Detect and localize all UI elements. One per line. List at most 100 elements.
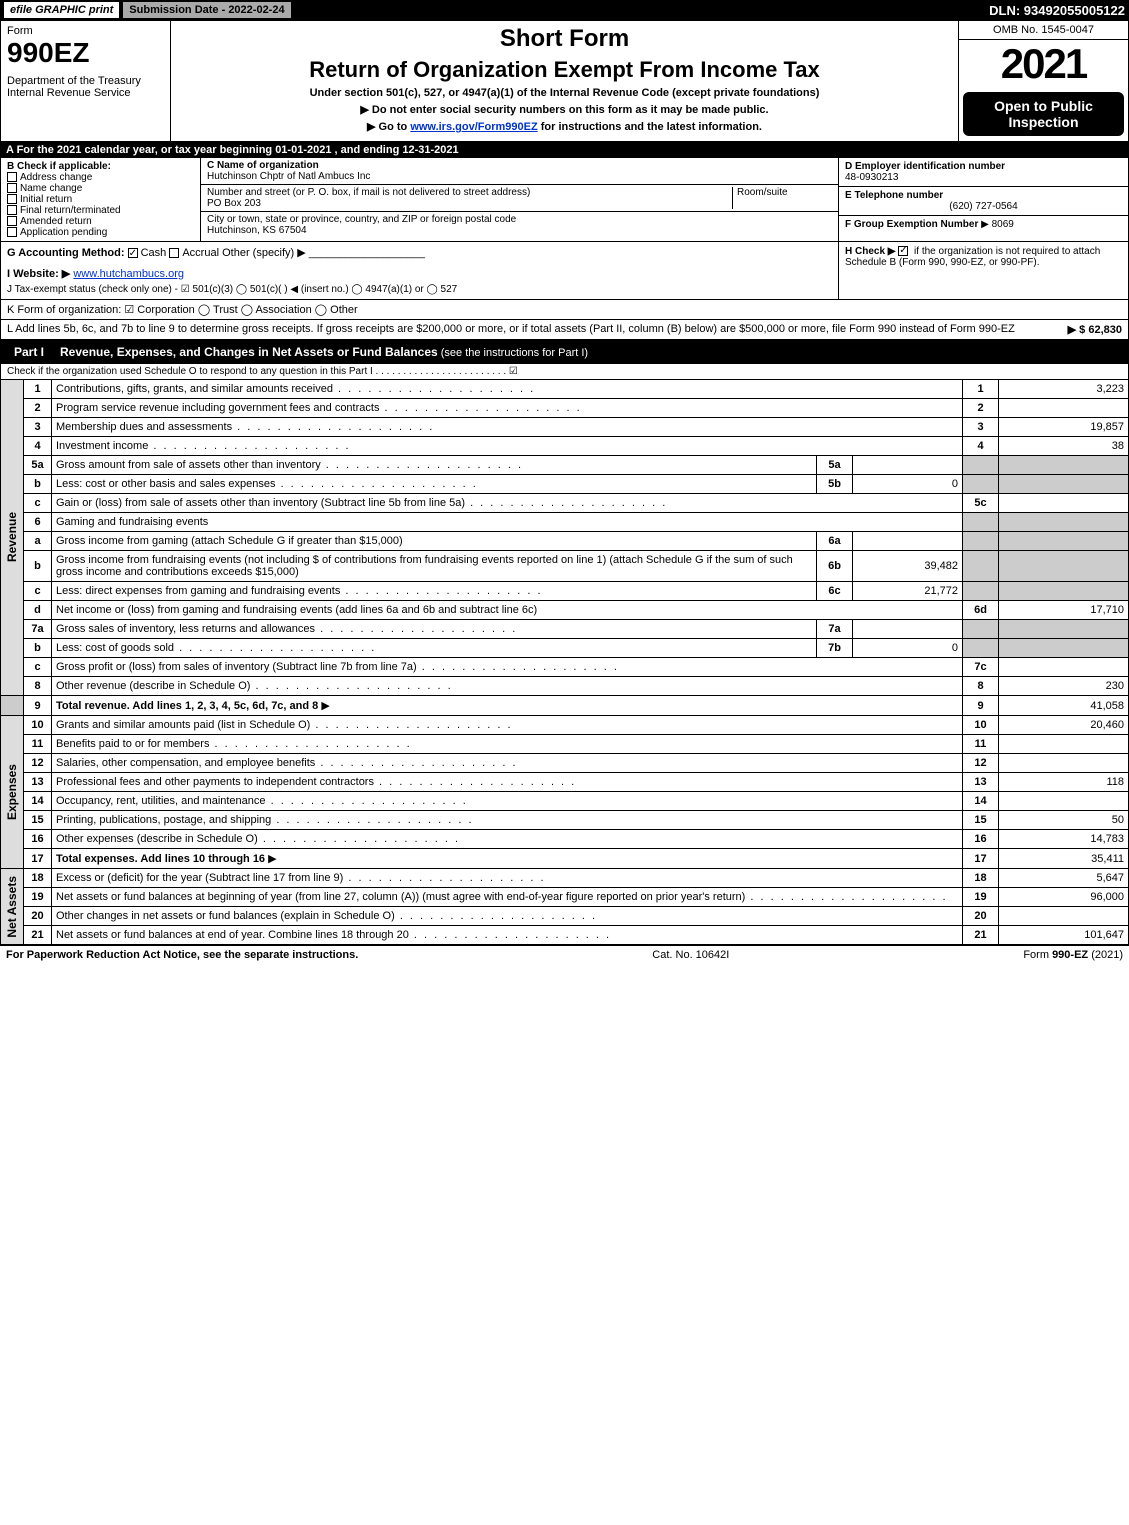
f-label: F Group Exemption Number: [845, 219, 978, 230]
l-line: L Add lines 5b, 6c, and 7b to line 9 to …: [0, 320, 1129, 340]
omb: OMB No. 1545-0047: [959, 21, 1128, 40]
part1-label: Part I: [6, 343, 52, 361]
header-right: OMB No. 1545-0047 2021 Open to Public In…: [958, 21, 1128, 141]
line-6d: Net income or (loss) from gaming and fun…: [52, 601, 963, 620]
line-16: Other expenses (describe in Schedule O): [52, 830, 963, 849]
i-label: I Website: ▶: [7, 268, 70, 280]
dept: Department of the Treasury Internal Reve…: [7, 75, 164, 99]
line-2: Program service revenue including govern…: [52, 399, 963, 418]
header-mid: Short Form Return of Organization Exempt…: [171, 21, 958, 141]
part1-header: Part I Revenue, Expenses, and Changes in…: [0, 340, 1129, 364]
line-3: Membership dues and assessments: [52, 418, 963, 437]
line-6c: Less: direct expenses from gaming and fu…: [52, 582, 817, 601]
line-9: Total revenue. Add lines 1, 2, 3, 4, 5c,…: [52, 696, 963, 716]
netassets-side: Net Assets: [5, 876, 19, 938]
f-arrow: ▶: [981, 219, 989, 230]
submission-date: Submission Date - 2022-02-24: [123, 2, 290, 18]
line-5a: Gross amount from sale of assets other t…: [52, 456, 817, 475]
line-10: Grants and similar amounts paid (list in…: [52, 716, 963, 735]
cb-accrual[interactable]: [169, 248, 179, 258]
form-word: Form: [7, 25, 164, 37]
line-5c: Gain or (loss) from sale of assets other…: [52, 494, 963, 513]
line-19: Net assets or fund balances at beginning…: [52, 888, 963, 907]
line-7a: Gross sales of inventory, less returns a…: [52, 620, 817, 639]
line-1: Contributions, gifts, grants, and simila…: [52, 380, 963, 399]
goto-pre: Go to: [379, 121, 411, 133]
line-7b: Less: cost of goods sold: [52, 639, 817, 658]
irs-link[interactable]: www.irs.gov/Form990EZ: [410, 121, 537, 133]
tax-year: 2021: [959, 40, 1128, 88]
cb-final-return[interactable]: Final return/terminated: [7, 205, 194, 216]
ssn-warning-text: Do not enter social security numbers on …: [372, 104, 769, 116]
line-5b: Less: cost or other basis and sales expe…: [52, 475, 817, 494]
l-text: L Add lines 5b, 6c, and 7b to line 9 to …: [7, 323, 1015, 336]
line-20: Other changes in net assets or fund bala…: [52, 907, 963, 926]
city-label: City or town, state or province, country…: [207, 214, 832, 225]
row-bcdef: B Check if applicable: Address change Na…: [0, 158, 1129, 242]
goto-line: ▶ Go to www.irs.gov/Form990EZ for instru…: [175, 120, 954, 133]
efile-badge: efile GRAPHIC print: [4, 2, 119, 18]
line-18: Excess or (deficit) for the year (Subtra…: [52, 869, 963, 888]
col-h: H Check ▶ if the organization is not req…: [838, 242, 1128, 299]
footer-left: For Paperwork Reduction Act Notice, see …: [6, 949, 358, 961]
goto-post: for instructions and the latest informat…: [538, 121, 762, 133]
form-number: 990EZ: [7, 37, 164, 69]
d-label: D Employer identification number: [845, 161, 1122, 172]
g-other: Other (specify) ▶: [222, 247, 306, 259]
line-6a: Gross income from gaming (attach Schedul…: [52, 532, 817, 551]
b-label: B Check if applicable:: [7, 161, 194, 172]
phone: (620) 727-0564: [845, 201, 1122, 212]
line-17: Total expenses. Add lines 10 through 16: [52, 849, 963, 869]
footer-mid: Cat. No. 10642I: [652, 949, 729, 961]
return-title: Return of Organization Exempt From Incom…: [175, 57, 954, 83]
open-public: Open to Public Inspection: [963, 92, 1124, 136]
footer-right: Form 990-EZ (2021): [1023, 949, 1123, 961]
cb-address-change[interactable]: Address change: [7, 172, 194, 183]
cb-name-change[interactable]: Name change: [7, 183, 194, 194]
col-def: D Employer identification number 48-0930…: [838, 158, 1128, 241]
line-11: Benefits paid to or for members: [52, 735, 963, 754]
h-label: H Check ▶: [845, 246, 895, 257]
org-name: Hutchinson Chptr of Natl Ambucs Inc: [207, 171, 832, 182]
room-label: Room/suite: [732, 187, 832, 209]
g-label: G Accounting Method:: [7, 247, 125, 259]
cb-cash[interactable]: [128, 248, 138, 258]
col-c: C Name of organization Hutchinson Chptr …: [201, 158, 838, 241]
cb-schedule-b[interactable]: [898, 246, 908, 256]
line-6: Gaming and fundraising events: [52, 513, 963, 532]
group-exemption: 8069: [992, 219, 1014, 230]
line-7c: Gross profit or (loss) from sales of inv…: [52, 658, 963, 677]
under-section: Under section 501(c), 527, or 4947(a)(1)…: [175, 87, 954, 99]
k-line: K Form of organization: ☑ Corporation ◯ …: [0, 300, 1129, 320]
line-15: Printing, publications, postage, and shi…: [52, 811, 963, 830]
c-name-label: C Name of organization: [207, 160, 832, 171]
cb-amended[interactable]: Amended return: [7, 216, 194, 227]
part1-check-text: Check if the organization used Schedule …: [7, 366, 518, 377]
line-14: Occupancy, rent, utilities, and maintena…: [52, 792, 963, 811]
col-g: G Accounting Method: Cash Accrual Other …: [1, 242, 838, 299]
g-cash: Cash: [141, 247, 167, 259]
line-12: Salaries, other compensation, and employ…: [52, 754, 963, 773]
ein: 48-0930213: [845, 172, 1122, 183]
expenses-side: Expenses: [5, 764, 19, 820]
cb-initial-return[interactable]: Initial return: [7, 194, 194, 205]
header-left: Form 990EZ Department of the Treasury In…: [1, 21, 171, 141]
form-header: Form 990EZ Department of the Treasury In…: [0, 20, 1129, 142]
part1-title: Revenue, Expenses, and Changes in Net As…: [60, 345, 588, 359]
g-accrual: Accrual: [182, 247, 219, 259]
e-label: E Telephone number: [845, 190, 1122, 201]
street-label: Number and street (or P. O. box, if mail…: [207, 187, 732, 198]
col-b: B Check if applicable: Address change Na…: [1, 158, 201, 241]
revenue-side: Revenue: [5, 512, 19, 562]
line-13: Professional fees and other payments to …: [52, 773, 963, 792]
l-amount: ▶ $ 62,830: [1068, 323, 1122, 336]
section-a: A For the 2021 calendar year, or tax yea…: [0, 142, 1129, 158]
website-link[interactable]: www.hutchambucs.org: [73, 268, 184, 280]
ssn-warning: ▶ Do not enter social security numbers o…: [175, 103, 954, 116]
cb-pending[interactable]: Application pending: [7, 227, 194, 238]
row-gh: G Accounting Method: Cash Accrual Other …: [0, 242, 1129, 300]
line-6b: Gross income from fundraising events (no…: [52, 551, 817, 582]
city: Hutchinson, KS 67504: [207, 225, 832, 236]
lines-table: Revenue 1Contributions, gifts, grants, a…: [0, 380, 1129, 945]
part1-check: Check if the organization used Schedule …: [0, 364, 1129, 380]
